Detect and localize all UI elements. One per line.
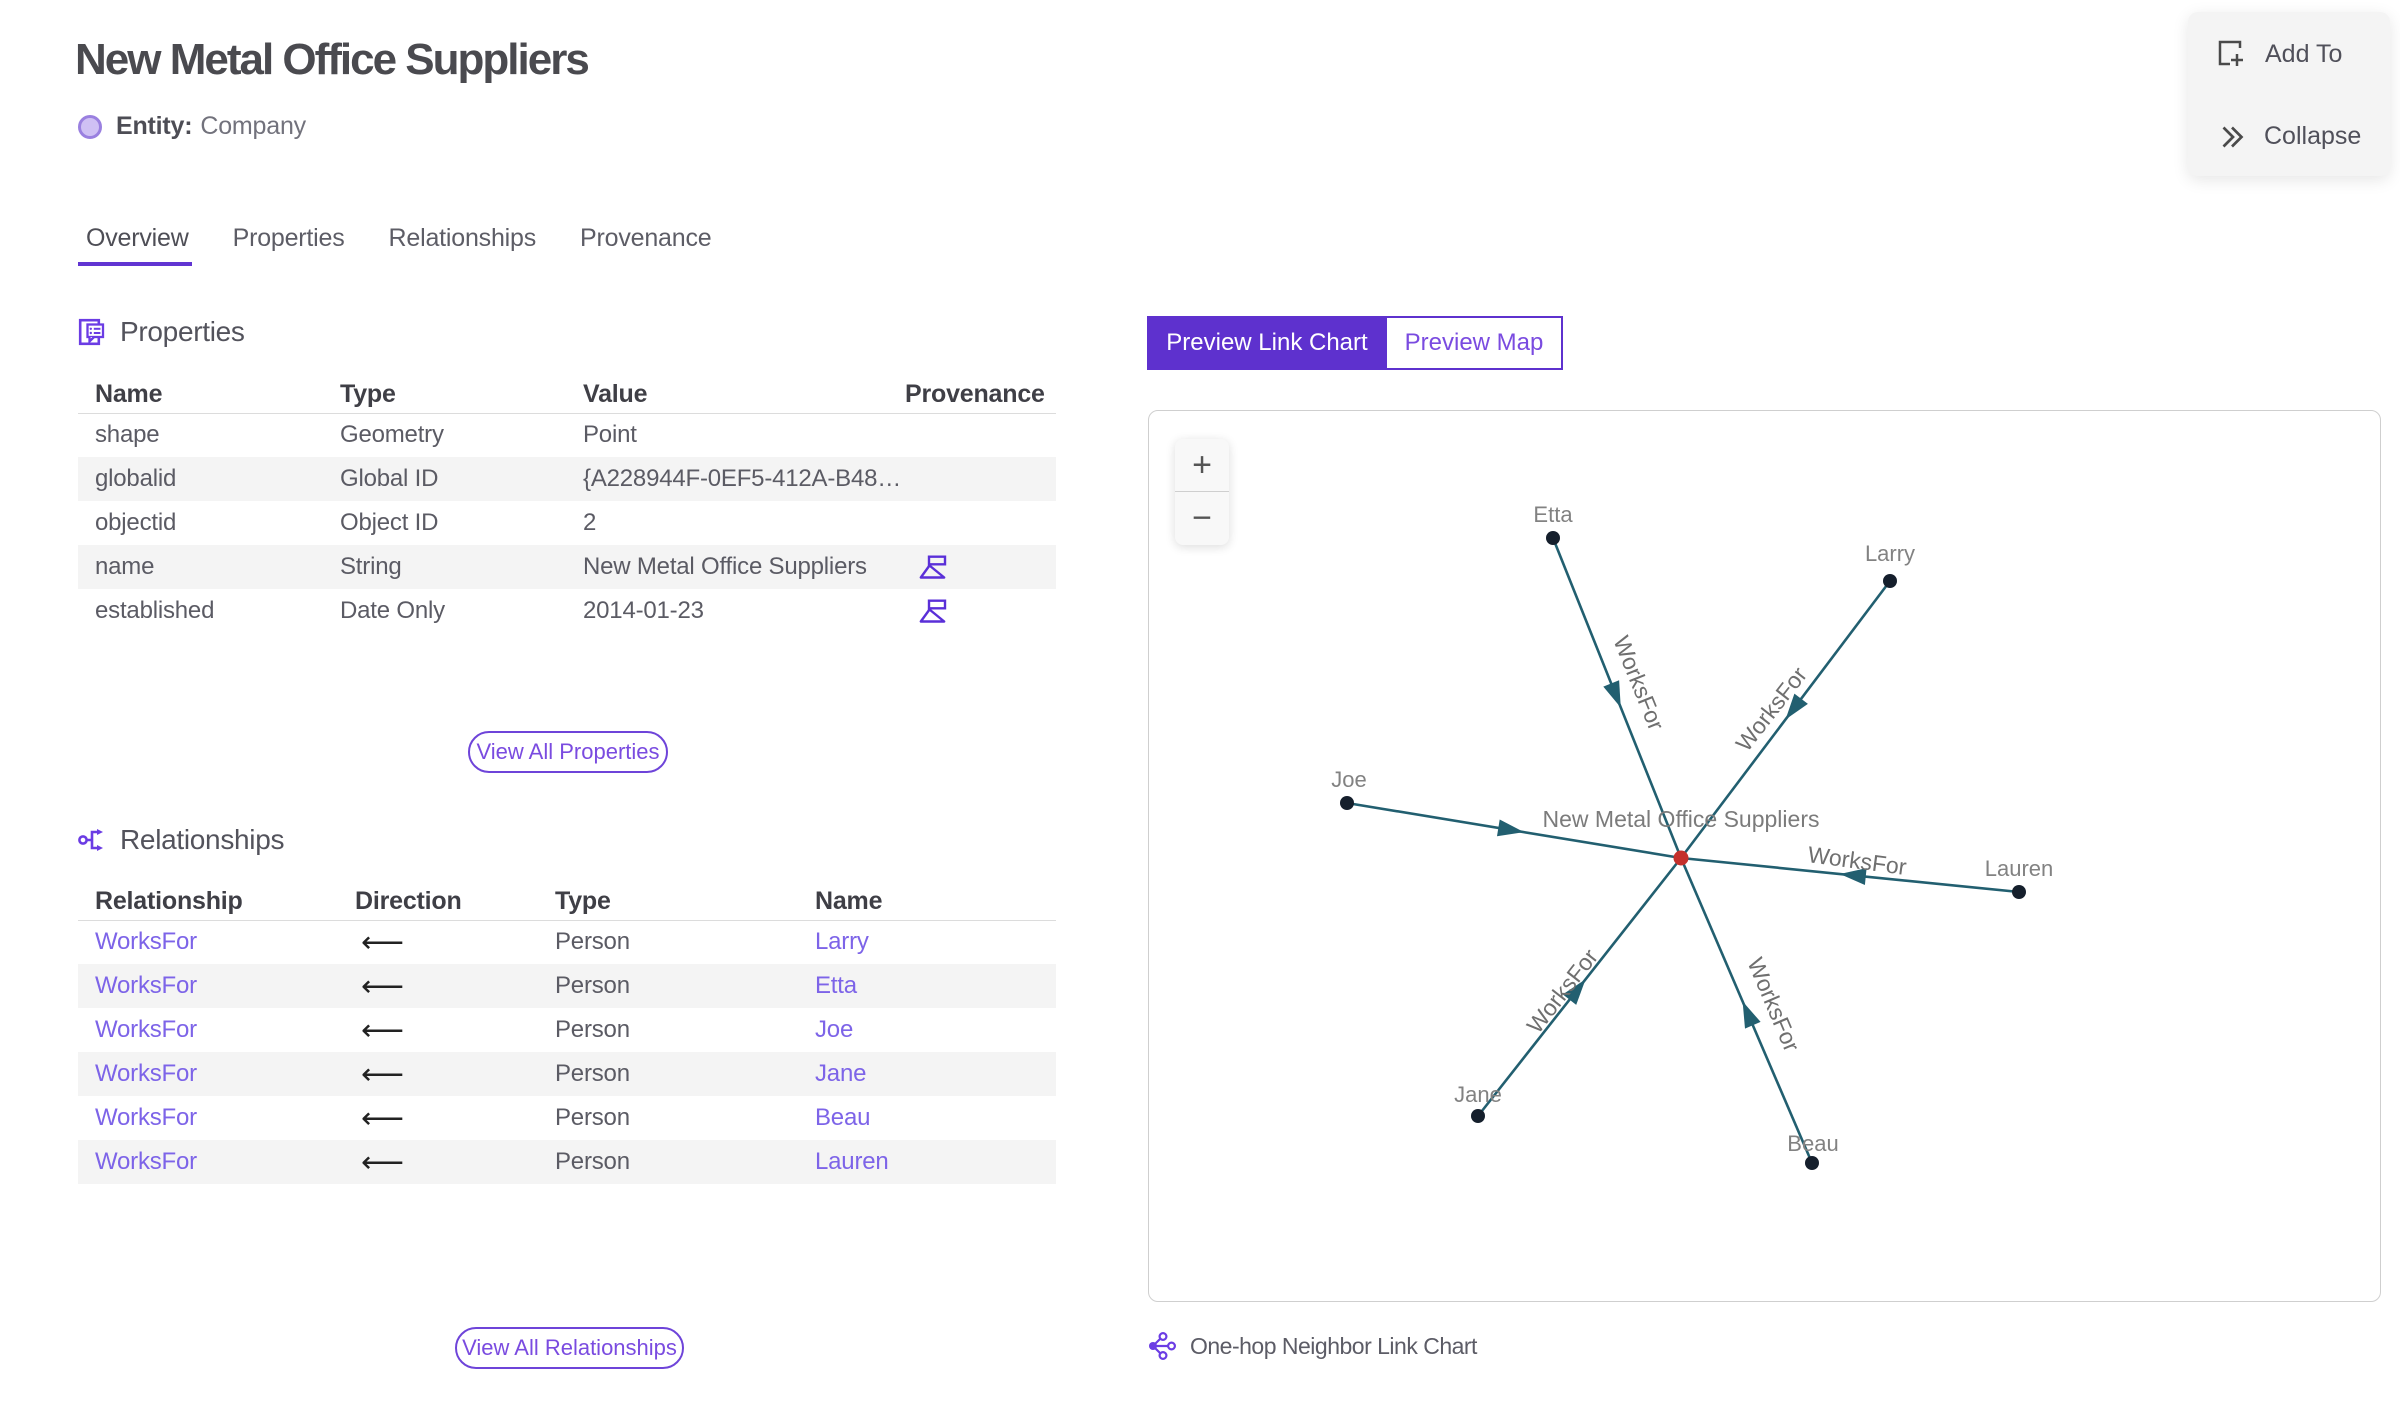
- svg-text:WorksFor: WorksFor: [1521, 944, 1603, 1038]
- svg-text:New Metal Office Suppliers: New Metal Office Suppliers: [1543, 806, 1820, 832]
- svg-text:Beau: Beau: [1787, 1131, 1838, 1156]
- svg-text:Larry: Larry: [1865, 541, 1915, 566]
- svg-text:Lauren: Lauren: [1985, 856, 2054, 881]
- svg-text:Jane: Jane: [1454, 1082, 1502, 1107]
- svg-text:Etta: Etta: [1533, 502, 1573, 527]
- svg-text:WorksFor: WorksFor: [1742, 954, 1805, 1056]
- svg-text:Joe: Joe: [1331, 767, 1366, 792]
